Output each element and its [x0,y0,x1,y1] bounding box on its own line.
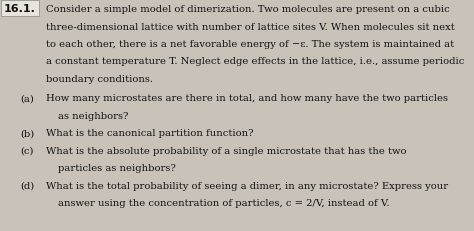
Text: (d): (d) [20,181,34,190]
Text: (a): (a) [20,94,34,103]
Text: (c): (c) [20,146,34,155]
Text: boundary conditions.: boundary conditions. [46,75,153,84]
Text: answer using the concentration of particles, c = 2/V, instead of V.: answer using the concentration of partic… [58,199,390,208]
FancyBboxPatch shape [1,1,39,17]
Text: three-dimensional lattice with number of lattice sites V. When molecules sit nex: three-dimensional lattice with number of… [46,22,455,31]
Text: (b): (b) [20,129,34,138]
Text: as neighbors?: as neighbors? [58,112,128,121]
Text: What is the canonical partition function?: What is the canonical partition function… [46,129,254,138]
Text: How many microstates are there in total, and how many have the two particles: How many microstates are there in total,… [46,94,448,103]
Text: 16.1.: 16.1. [4,4,36,14]
Text: Consider a simple model of dimerization. Two molecules are present on a cubic: Consider a simple model of dimerization.… [46,5,450,14]
Text: What is the total probability of seeing a dimer, in any microstate? Express your: What is the total probability of seeing … [46,181,448,190]
Text: particles as neighbors?: particles as neighbors? [58,164,176,173]
Text: What is the absolute probability of a single microstate that has the two: What is the absolute probability of a si… [46,146,407,155]
Text: a constant temperature T. Neglect edge effects in the lattice, i.e., assume peri: a constant temperature T. Neglect edge e… [46,57,465,66]
Text: to each other, there is a net favorable energy of −ε. The system is maintained a: to each other, there is a net favorable … [46,40,454,49]
